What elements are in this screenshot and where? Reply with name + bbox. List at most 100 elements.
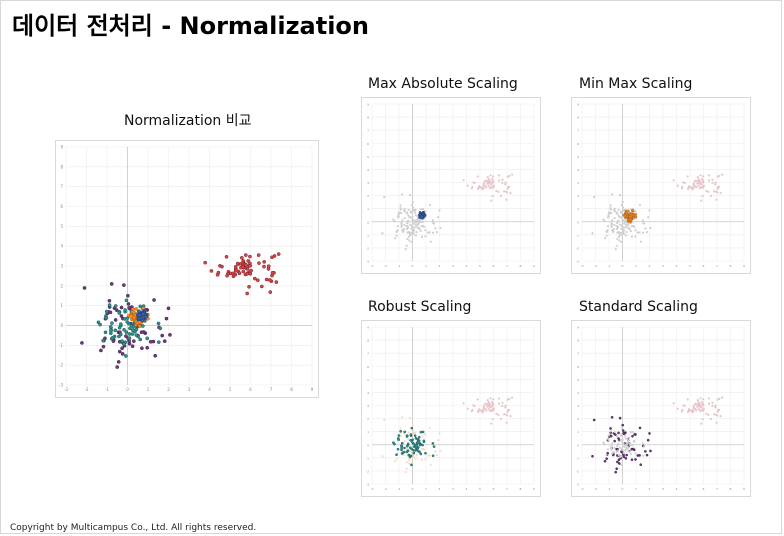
x-tick-label: -3: [581, 264, 584, 268]
scatter-point-standard: [616, 460, 619, 464]
scatter-point-robust: [610, 448, 613, 451]
y-tick-label: 1: [367, 430, 369, 434]
scatter-point-standard: [621, 201, 624, 204]
scatter-point-original: [489, 397, 492, 400]
scatter-point-robust: [622, 226, 625, 229]
scatter-point-standard: [107, 298, 112, 303]
x-tick-label: 6: [703, 487, 705, 491]
y-tick-label: 7: [577, 129, 579, 133]
scatter-point-original: [693, 402, 697, 405]
scatter-point-robust: [419, 430, 423, 434]
scatter-point-original: [473, 404, 476, 408]
scatter-point-original: [490, 409, 493, 412]
scatter-point-standard: [605, 234, 608, 237]
y-tick-label: 0: [367, 220, 369, 224]
scatter-point-original: [697, 182, 700, 185]
scatter-point-original: [711, 404, 714, 408]
scatter-point-robust: [612, 450, 616, 454]
scatter-point-standard: [393, 460, 397, 463]
scatter-point-robust: [414, 446, 418, 450]
scatter-point-robust: [400, 441, 404, 445]
scatter-point-original: [506, 185, 510, 189]
scatter-point-standard: [404, 433, 407, 436]
scatter-point-standard: [636, 231, 639, 234]
min-max-plot-caption: Min Max Scaling: [579, 76, 693, 92]
scatter-point-robust: [628, 442, 631, 445]
scatter-point-standard: [405, 467, 408, 470]
scatter-point-original: [508, 397, 511, 400]
scatter-point-robust: [621, 218, 624, 221]
y-tick-label: 2: [577, 194, 579, 198]
scatter-point-robust: [624, 446, 628, 449]
scatter-point-standard: [609, 204, 612, 207]
scatter-point-robust: [119, 322, 123, 326]
scatter-point-robust: [406, 222, 409, 225]
scatter-point-robust: [641, 219, 645, 222]
scatter-point-standard: [140, 346, 144, 351]
scatter-point-robust: [402, 227, 406, 231]
x-tick-label: 7: [716, 487, 718, 491]
scatter-point-original: [686, 398, 689, 401]
scatter-point-robust: [410, 240, 413, 243]
scatter-point-robust: [392, 441, 395, 444]
x-tick-label: -2: [594, 487, 597, 491]
scatter-point-original: [707, 190, 710, 193]
scatter-point-robust: [417, 445, 420, 449]
x-tick-label: 2: [439, 487, 441, 491]
scatter-point-robust: [403, 430, 407, 434]
scatter-point-min-max: [137, 324, 142, 329]
scatter-point-robust: [615, 212, 619, 215]
scatter-point-robust: [627, 449, 630, 453]
scatter-point-standard: [630, 235, 634, 238]
scatter-point-robust: [620, 448, 623, 451]
x-tick-label: 4: [676, 487, 678, 491]
scatter-point-standard: [415, 453, 418, 457]
y-tick-label: 2: [367, 417, 369, 421]
scatter-point-original: [509, 415, 512, 418]
scatter-point-robust: [619, 210, 622, 213]
scatter-point-standard: [619, 194, 622, 197]
scatter-point-original: [702, 186, 705, 189]
scatter-point-standard: [400, 211, 403, 215]
scatter-point-robust: [409, 223, 412, 226]
scatter-point-original: [482, 184, 485, 187]
scatter-point-original: [243, 253, 248, 257]
scatter-point-robust: [607, 215, 610, 218]
scatter-point-min-max: [631, 209, 635, 212]
y-tick-label: 6: [577, 142, 579, 146]
scatter-point-robust: [616, 445, 619, 448]
scatter-point-max-abs: [144, 314, 148, 319]
scatter-point-robust: [124, 354, 128, 358]
scatter-point-standard: [649, 449, 652, 453]
x-tick-label: 9: [533, 487, 535, 491]
scatter-point-robust: [413, 222, 416, 225]
x-tick-label: 4: [466, 264, 468, 268]
scatter-point-robust: [422, 439, 426, 443]
scatter-point-original: [672, 179, 675, 182]
x-tick-label: -2: [85, 387, 89, 392]
scatter-point-robust: [419, 208, 423, 211]
scatter-point-original: [504, 406, 507, 409]
scatter-point-robust: [625, 444, 628, 447]
scatter-point-robust: [410, 225, 413, 228]
scatter-point-original: [715, 413, 718, 416]
scatter-point-robust: [629, 431, 633, 434]
scatter-point-standard: [116, 360, 121, 364]
scatter-point-original: [711, 178, 714, 181]
scatter-point-robust: [406, 442, 410, 446]
scatter-point-robust: [626, 441, 629, 444]
y-tick-label: -3: [366, 260, 369, 264]
y-tick-label: 0: [60, 323, 63, 328]
scatter-point-max-abs: [140, 318, 145, 323]
y-tick-label: -1: [59, 343, 63, 348]
scatter-point-min-max: [625, 211, 629, 215]
y-tick-label: 6: [367, 142, 369, 146]
scatter-point-original: [702, 184, 705, 187]
scatter-point-standard: [420, 458, 424, 461]
x-tick-label: 0: [622, 487, 624, 491]
scatter-point-original: [683, 181, 686, 185]
scatter-point-original: [676, 407, 679, 410]
x-tick-label: -2: [384, 264, 387, 268]
scatter-point-standard: [428, 426, 432, 430]
